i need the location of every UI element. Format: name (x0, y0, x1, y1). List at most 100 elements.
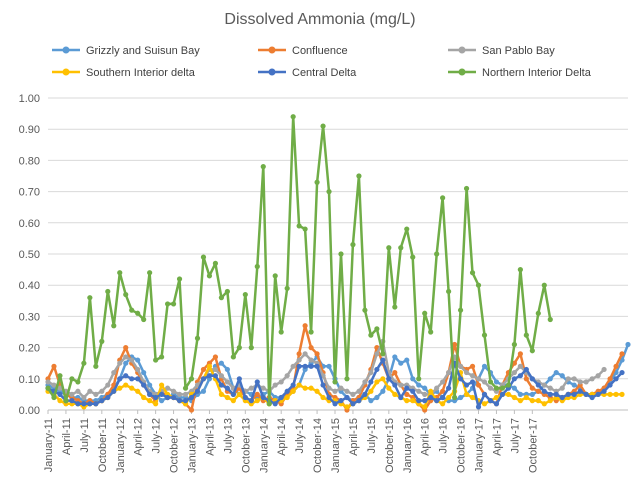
data-point (595, 373, 601, 379)
data-point (164, 394, 171, 401)
data-point (553, 369, 559, 376)
x-tick-label: January-14 (258, 418, 270, 473)
data-point (129, 357, 135, 363)
data-point (153, 401, 159, 407)
data-point (278, 379, 284, 385)
data-point (296, 357, 302, 363)
data-point (613, 363, 619, 369)
data-point (404, 391, 410, 397)
data-point (392, 382, 398, 388)
data-point (416, 382, 422, 388)
data-point (368, 398, 374, 404)
data-point (511, 341, 517, 348)
data-point (176, 276, 183, 282)
data-point (619, 351, 625, 357)
data-point (410, 398, 416, 404)
data-point (254, 391, 260, 397)
data-point (380, 388, 386, 394)
x-tick-label: October-16 (456, 418, 468, 473)
legend-item: San Pablo Bay (448, 45, 555, 57)
legend-item: Grizzly and Suisun Bay (52, 45, 200, 57)
data-point (541, 382, 547, 388)
data-point (625, 341, 631, 348)
data-point (422, 404, 428, 410)
data-point (463, 391, 470, 397)
data-point (105, 288, 111, 295)
x-tick-label: January-11 (43, 418, 55, 472)
data-point (410, 376, 416, 382)
x-tick-label: April-12 (133, 418, 145, 456)
data-point (230, 398, 236, 404)
data-point (332, 401, 338, 407)
data-point (475, 282, 482, 288)
data-point (434, 385, 440, 391)
legend: Grizzly and Suisun Bay Confluence San Pabl… (52, 45, 592, 79)
data-point (93, 363, 99, 369)
data-point (571, 391, 577, 397)
data-point (51, 363, 57, 369)
x-tick-label: October-13 (240, 418, 252, 473)
data-point (350, 391, 356, 397)
data-point (45, 379, 51, 385)
data-point (356, 398, 362, 404)
data-point (57, 398, 63, 404)
data-point (320, 382, 326, 388)
data-point (314, 363, 320, 369)
data-point (123, 291, 129, 298)
data-point (159, 391, 165, 397)
data-point (392, 369, 398, 376)
x-tick-label: April-17 (491, 418, 503, 456)
data-point (529, 391, 535, 397)
y-tick-label: 0.40 (19, 280, 40, 292)
data-point (129, 376, 135, 382)
data-point (272, 401, 278, 407)
data-point (547, 391, 553, 397)
data-point (463, 185, 470, 192)
data-point (135, 357, 141, 363)
data-point (374, 379, 380, 385)
data-point (440, 394, 446, 401)
data-point (446, 385, 452, 391)
data-point (242, 291, 248, 298)
x-tick-label: July-12 (151, 418, 163, 453)
data-point (284, 373, 290, 379)
data-point (607, 382, 613, 388)
data-point (302, 385, 308, 391)
data-point (302, 363, 308, 369)
data-point (398, 382, 404, 388)
legend-swatch-marker (268, 46, 276, 54)
data-point (481, 391, 488, 397)
data-point (93, 401, 99, 407)
data-point (164, 385, 171, 391)
legend-swatch-marker (268, 68, 276, 76)
data-point (547, 376, 553, 382)
data-point (206, 363, 213, 369)
data-point (135, 388, 141, 394)
data-point (571, 376, 577, 382)
data-point (170, 394, 177, 401)
data-point (248, 398, 254, 404)
data-point (374, 326, 380, 332)
data-point (212, 366, 219, 373)
data-point (350, 242, 356, 248)
data-point (51, 394, 57, 401)
data-point (182, 385, 189, 391)
data-point (469, 373, 476, 379)
data-point (290, 382, 296, 388)
data-point (517, 351, 523, 357)
data-point (487, 385, 494, 391)
data-point (218, 382, 225, 388)
data-point (565, 376, 571, 382)
y-tick-label: 0.60 (19, 218, 40, 230)
data-point (194, 335, 201, 341)
data-point (374, 394, 380, 401)
data-point (123, 354, 129, 360)
data-point (188, 376, 195, 382)
data-point (218, 295, 225, 301)
y-tick-label: 0.50 (19, 249, 40, 261)
data-point (398, 394, 404, 401)
data-point (200, 366, 207, 373)
data-point (284, 394, 290, 401)
data-point (69, 398, 75, 404)
data-point (254, 379, 260, 385)
